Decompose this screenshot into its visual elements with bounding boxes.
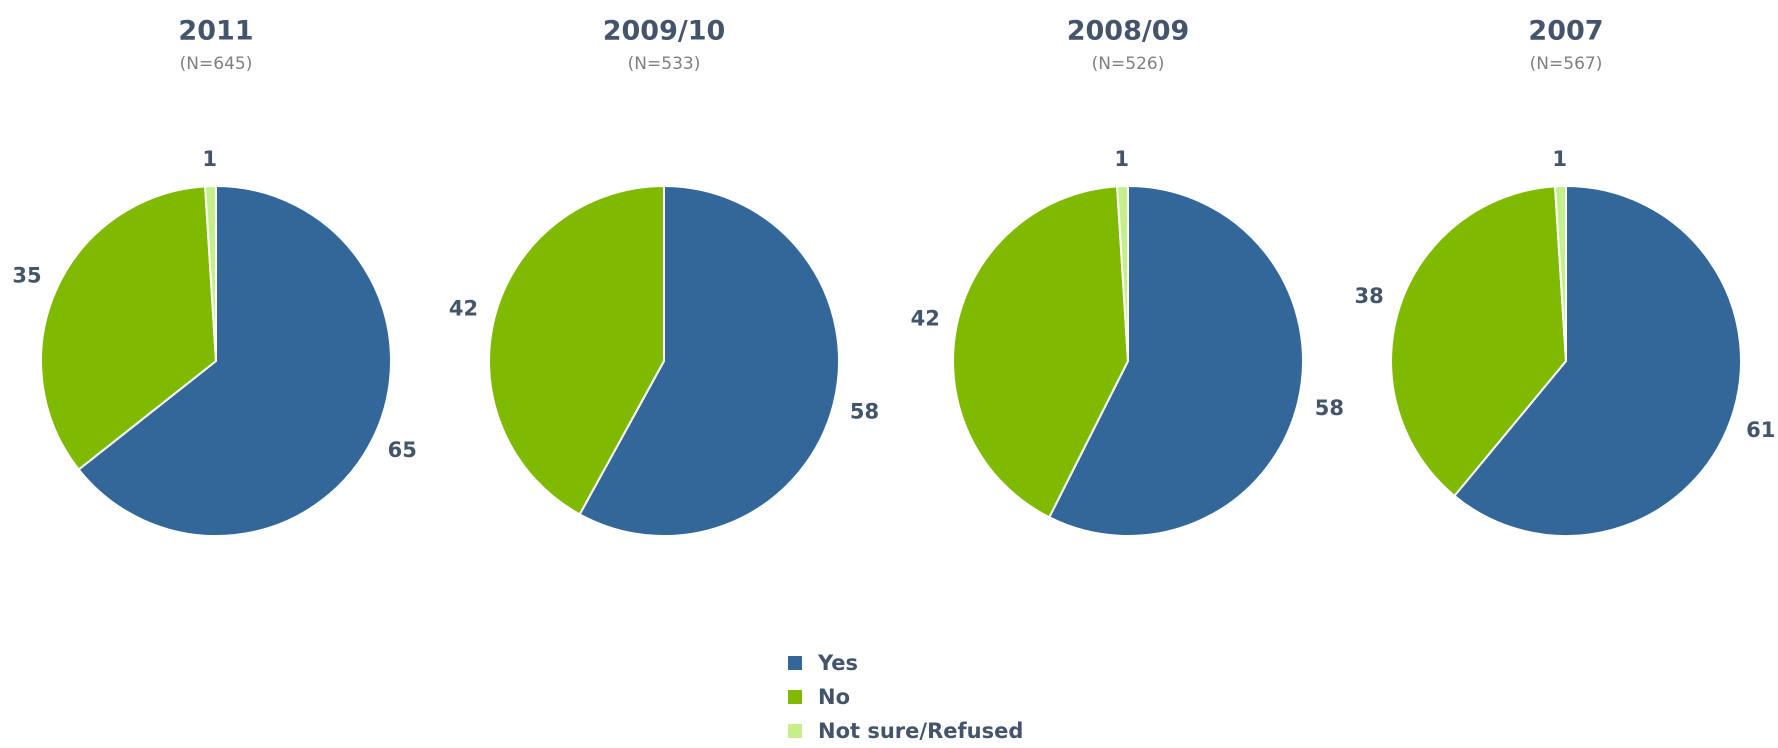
pie-slice-no-1 [488,184,665,516]
data-label-no-0: 35 [12,264,41,288]
legend-swatch-not-sure [788,724,802,738]
legend-swatch-yes [788,656,802,670]
pie-title-3: 2007 [1528,16,1603,47]
legend-item-no: No [788,680,1023,714]
pie-slice-not-sure-2 [1116,184,1129,362]
legend-swatch-no [788,690,802,704]
data-label-yes-3: 61 [1746,418,1775,442]
pie-title-2: 2008/09 [1067,16,1190,47]
legend-label-no: No [818,685,851,709]
pie-subtitle-1: (N=533) [628,54,701,74]
data-label-yes-2: 58 [1315,396,1344,420]
pie-title-0: 2011 [178,16,253,47]
legend-label-not-sure: Not sure/Refused [818,719,1024,743]
pie-slice-yes-3 [1453,184,1742,537]
data-label-yes-1: 58 [850,400,879,424]
data-label-no-2: 42 [911,306,940,330]
data-label-not-sure-0: 1 [202,147,217,171]
legend: Yes No Not sure/Refused [788,646,1023,748]
pie-slice-yes-1 [578,184,841,537]
pie-slice-yes-2 [1047,184,1304,537]
pie-slice-no-3 [1390,185,1568,498]
pie-slice-no-0 [40,185,218,471]
data-label-not-sure-3: 1 [1552,147,1567,171]
pie-title-1: 2009/10 [603,16,726,47]
data-label-yes-0: 65 [388,438,417,462]
data-label-not-sure-2: 1 [1114,147,1129,171]
legend-item-yes: Yes [788,646,1023,680]
pie-slice-yes-0 [77,184,392,537]
pie-slice-not-sure-3 [1553,184,1567,362]
pie-subtitle-3: (N=567) [1530,54,1603,74]
pie-slice-no-2 [952,185,1130,519]
legend-label-yes: Yes [818,651,859,675]
data-label-no-3: 38 [1354,284,1383,308]
legend-item-not-sure: Not sure/Refused [788,714,1023,748]
data-label-no-1: 42 [449,297,478,321]
pie-subtitle-2: (N=526) [1092,54,1165,74]
pie-slice-not-sure-0 [204,184,217,362]
pie-subtitle-0: (N=645) [180,54,253,74]
